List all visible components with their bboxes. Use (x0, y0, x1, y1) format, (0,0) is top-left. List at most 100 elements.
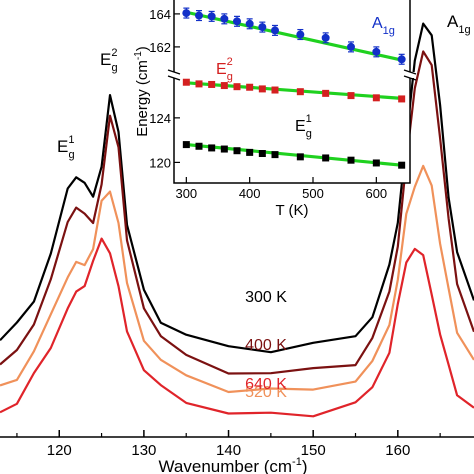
inset-label-eg1: E1 g (295, 113, 312, 140)
inset-point-eg2-0 (182, 78, 190, 86)
inset-point-a1g-8 (296, 30, 305, 39)
inset-label-eg2-base: E (216, 61, 227, 78)
inset-y-tick-label-162: 162 (149, 40, 171, 55)
inset-point-eg1-5 (246, 148, 254, 156)
inset-point-a1g-4 (233, 17, 241, 26)
inset-point-a1g-6 (258, 23, 267, 32)
inset-point-eg1-4 (233, 147, 241, 155)
inset-point-a1g-2 (207, 12, 216, 21)
inset-point-eg1-1 (195, 142, 203, 150)
inset-point-a1g-12 (397, 55, 406, 64)
inset-point-eg1-7 (271, 151, 279, 159)
inset-point-eg2-10 (347, 92, 355, 100)
x-axis-title-sup: -1 (292, 456, 302, 468)
inset-point-a1g-5 (245, 19, 254, 28)
inset-point-a1g-0 (182, 9, 191, 18)
inset-point-a1g-1 (195, 11, 203, 20)
inset-label-a1g-sub: 1g (383, 25, 395, 37)
inset-break-mark-a-1 (403, 69, 417, 75)
temp-label-300k: 300 K (245, 289, 287, 306)
inset-y-title-sup: -1 (133, 51, 144, 60)
inset-point-eg1-0 (182, 141, 190, 149)
inset-point-eg1-2 (208, 144, 216, 152)
inset-point-a1g-10 (347, 42, 355, 51)
inset-point-a1g-9 (321, 33, 330, 42)
inset-break-mark-b-0 (167, 75, 181, 81)
inset-point-eg2-12 (398, 95, 406, 103)
inset-point-eg2-11 (372, 94, 380, 102)
x-tick-label-130: 130 (131, 442, 156, 459)
inset-label-eg1-sub: g (306, 128, 312, 140)
inset-point-a1g-7 (271, 26, 279, 35)
inset-label-eg2-sup: 2 (227, 56, 233, 68)
temp-label-400k: 400 K (245, 337, 287, 354)
inset-y-title-end: ) (134, 46, 151, 51)
inset-plot: 162 164 120 124 300 400 500 600 T (K) Energy (cm-… (133, 0, 417, 219)
inset-point-eg2-3 (220, 82, 228, 90)
peak-label-eg2: E2 g (100, 47, 118, 74)
inset-y-tick-label-124: 124 (149, 111, 171, 126)
spectrum-400k (0, 50, 474, 375)
inset-point-eg1-12 (398, 161, 406, 169)
inset-label-eg2-sub: g (227, 71, 233, 83)
inset-label-a1g: A1g (372, 15, 395, 37)
inset-x-tick-label-400: 400 (239, 186, 261, 201)
inset-point-eg2-4 (233, 83, 241, 91)
inset-break-gap-right (404, 72, 416, 78)
inset-y-axis-title: Energy (cm-1) (133, 46, 151, 137)
inset-break-mark-a-0 (167, 69, 181, 75)
inset-break-mark-b-1 (403, 75, 417, 81)
inset-point-eg2-9 (322, 89, 330, 97)
peak-label-a1g-sub: 1g (458, 24, 470, 36)
peak-label-a1g: A1g (447, 12, 471, 36)
temp-label-640k: 640 K (245, 376, 287, 393)
inset-break-gap-left (168, 72, 180, 78)
inset-point-eg1-6 (258, 150, 266, 157)
x-axis-title: Wavenumber (cm-1) (159, 456, 308, 474)
inset-y-tick-label-120: 120 (149, 155, 171, 170)
inset-point-eg2-2 (208, 80, 216, 88)
x-tick-label-120: 120 (47, 442, 72, 459)
x-tick-label-160: 160 (385, 442, 410, 459)
inset-x-tick-label-600: 600 (365, 186, 387, 201)
inset-point-eg1-8 (296, 153, 304, 161)
x-axis-title-end: ) (302, 457, 308, 474)
peak-label-eg1: E1 g (57, 134, 75, 161)
peak-label-eg2-base: E (100, 50, 111, 69)
inset-label-eg1-sup: 1 (306, 113, 312, 125)
peak-label-eg1-sub: g (68, 149, 74, 161)
main-plot-curves (0, 22, 474, 418)
inset-point-a1g-3 (220, 14, 229, 23)
inset-x-tick-label-500: 500 (302, 186, 324, 201)
x-tick-label-150: 150 (301, 442, 326, 459)
inset-point-eg2-8 (296, 88, 304, 96)
inset-label-a1g-base: A (372, 15, 383, 32)
peak-label-eg2-sup: 2 (111, 47, 117, 59)
temp-label-520k: 520 K (245, 384, 287, 401)
inset-y-tick-label-164: 164 (149, 7, 171, 22)
inset-point-eg1-3 (220, 145, 228, 153)
inset-point-eg2-6 (258, 85, 266, 93)
peak-label-eg1-sup: 1 (68, 134, 74, 146)
inset-point-eg1-10 (347, 156, 355, 164)
peak-label-eg2-sub: g (111, 62, 117, 74)
inset-point-eg2-1 (195, 80, 203, 88)
peak-label-eg1-base: E (57, 137, 68, 156)
inset-x-axis-title: T (K) (275, 202, 308, 219)
x-axis-title-main: Wavenumber (cm (159, 457, 293, 474)
main-plot-axes: 120 130 140 150 160 Wavenumber (cm-1) (0, 430, 474, 474)
inset-y-title-main: Energy (cm (134, 60, 151, 137)
inset-x-tick-label-300: 300 (175, 186, 197, 201)
spectrum-640k (0, 237, 474, 418)
x-tick-label-140: 140 (216, 442, 241, 459)
inset-label-eg1-base: E (295, 118, 306, 135)
inset-point-eg2-7 (271, 86, 279, 94)
spectrum-520k (0, 164, 474, 394)
spectrum-300k (0, 22, 474, 354)
inset-point-eg1-9 (322, 154, 330, 162)
inset-point-eg2-5 (246, 83, 254, 91)
inset-point-eg1-11 (372, 159, 380, 167)
